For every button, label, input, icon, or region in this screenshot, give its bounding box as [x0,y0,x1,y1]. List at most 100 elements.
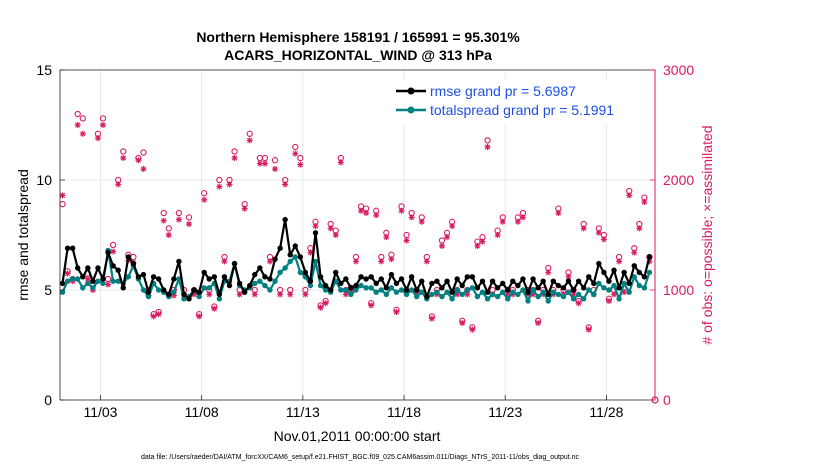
rmse-point [606,278,612,284]
obs-assimilated-marker [160,217,167,224]
totalspread-point [85,280,91,287]
totalspread-point [378,287,384,293]
totalspread-point [155,287,162,293]
left-tick-label: 0 [44,392,52,408]
rmse-point [596,260,602,267]
right-tick-label: 1000 [663,282,694,298]
totalspread-point [565,289,572,295]
legend-rmse-marker [407,87,415,95]
legend-rmse-label: rmse grand pr = 5.6987 [430,83,576,99]
rmse-point [616,285,622,291]
totalspread-point [606,287,612,293]
rmse-point [252,271,258,278]
obs-assimilated-marker [555,210,562,216]
obs-assimilated-marker [201,196,208,203]
obs-assimilated-marker [535,320,542,326]
totalspread-point [277,269,283,276]
obs-assimilated-marker [519,214,526,221]
totalspread-point [80,285,86,291]
obs-assimilated-marker [352,258,359,265]
totalspread-point [570,296,577,302]
rmse-point [282,216,288,223]
rmse-point [439,285,445,291]
totalspread-point [459,291,465,298]
obs-assimilated-marker [186,221,193,227]
totalspread-point [272,278,278,284]
totalspread-point [343,287,349,293]
rmse-point [64,245,71,251]
totalspread-point [413,293,420,300]
obs-possible-marker [292,143,299,151]
right-axis-label: # of obs: o=possible; ×=assimilated [699,125,715,344]
rmse-point [363,276,369,282]
rmse-point [479,278,486,284]
rmse-point [231,260,238,267]
rmse-point [125,254,132,260]
obs-possible-marker [99,115,107,122]
obs-assimilated-marker [474,243,481,249]
chart-title-line-1: Northern Hemisphere 158191 / 165991 = 95… [196,29,520,45]
obs-assimilated-marker [135,157,142,164]
totalspread-point [363,285,369,291]
totalspread-point [474,293,481,300]
obs-assimilated-marker [175,216,182,223]
rmse-point [277,245,283,251]
rmse-point [191,287,197,293]
obs-possible-marker [160,209,167,217]
obs-assimilated-marker [368,302,375,309]
totalspread-point [196,293,202,300]
totalspread-point [282,265,288,271]
totalspread-point [484,296,491,302]
obs-assimilated-marker [438,243,445,249]
totalspread-point [489,291,496,298]
rmse-point [626,280,632,287]
obs-possible-marker [271,157,279,164]
obs-assimilated-marker [120,155,127,161]
obs-assimilated-marker [236,291,243,298]
totalspread-point [317,282,324,289]
totalspread-point [95,278,101,284]
totalspread-point [560,293,567,300]
totalspread-point [500,289,506,295]
rmse-point [343,276,349,282]
obs-possible-marker [165,225,172,232]
obs-assimilated-marker [403,237,410,244]
totalspread-point [145,293,152,300]
totalspread-point [353,287,359,293]
rmse-point [383,285,390,291]
left-tick-label: 5 [44,282,52,298]
totalspread-point [550,289,557,295]
obs-assimilated-marker [494,232,501,238]
obs-assimilated-marker [94,135,101,142]
totalspread-point [252,280,258,287]
rmse-point [429,280,435,287]
rmse-point [322,282,329,289]
rmse-point [515,282,521,289]
rmse-point [434,278,440,284]
totalspread-point [403,291,410,298]
rmse-point [186,296,192,302]
rmse-point [262,274,268,280]
rmse-point [413,287,420,293]
obs-assimilated-marker [165,232,172,238]
totalspread-point [580,296,587,302]
totalspread-point [348,291,354,298]
totalspread-point [322,287,329,293]
totalspread-point [59,289,66,295]
rmse-point [312,230,319,236]
obs-assimilated-marker [383,234,390,241]
rmse-point [353,282,359,289]
totalspread-point [510,289,516,295]
obs-possible-marker [140,149,147,156]
totalspread-point [464,287,470,293]
obs-assimilated-marker [545,269,552,276]
totalspread-point [596,280,602,287]
rmse-point [580,285,587,291]
obs-assimilated-marker [605,298,612,304]
totalspread-point [297,269,304,276]
rmse-point [646,254,653,260]
rmse-point [287,252,293,258]
rmse-point [216,291,223,298]
rmse-point [494,285,501,291]
rmse-point [130,260,137,267]
